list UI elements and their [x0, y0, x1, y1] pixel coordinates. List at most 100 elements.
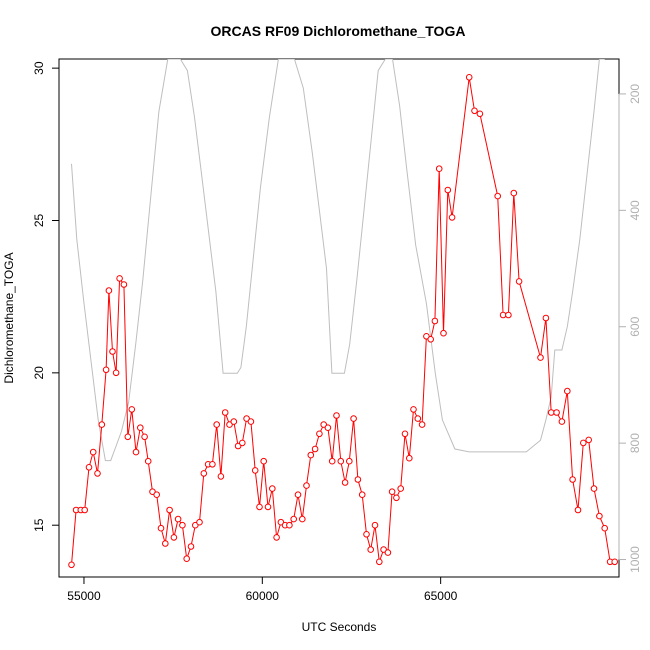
data-point	[174, 515, 182, 523]
data-point	[431, 317, 439, 325]
data-point	[157, 524, 165, 532]
data-point	[418, 421, 426, 428]
data-point	[553, 409, 560, 416]
data-point	[611, 558, 619, 566]
data-point	[406, 454, 413, 462]
data-point	[590, 485, 598, 492]
data-point	[286, 521, 293, 529]
data-point	[410, 406, 417, 413]
data-point	[162, 540, 169, 547]
data-point	[358, 491, 366, 499]
data-point	[401, 430, 409, 438]
data-point	[510, 189, 518, 197]
data-point	[380, 546, 387, 553]
data-point	[393, 494, 400, 502]
data-point	[397, 485, 405, 492]
data-point	[226, 421, 233, 428]
chart-title: ORCAS RF09 Dichloromethane_TOGA	[211, 23, 466, 39]
data-point	[243, 415, 250, 422]
data-point	[137, 424, 144, 432]
data-point	[260, 457, 268, 465]
series-layer	[68, 59, 619, 569]
data-point	[141, 433, 148, 441]
data-point	[179, 521, 186, 529]
data-point	[116, 275, 123, 282]
data-point	[324, 424, 332, 432]
x-tick-label: 60000	[246, 589, 280, 603]
data-point	[264, 503, 272, 511]
data-point	[251, 467, 259, 474]
data-point	[601, 524, 609, 532]
y-tick-label: 20	[32, 366, 46, 380]
data-point	[558, 418, 566, 425]
data-point	[200, 470, 208, 477]
data-point	[105, 287, 113, 294]
data-point	[440, 329, 447, 337]
data-point	[337, 457, 345, 465]
secondary-y-tick-label: 600	[628, 316, 642, 336]
y-tick-label: 25	[32, 213, 46, 227]
data-point	[537, 354, 544, 361]
data-point	[128, 406, 136, 413]
x-tick-label: 65000	[424, 589, 458, 603]
data-point	[384, 549, 392, 556]
data-point	[256, 503, 263, 511]
data-point	[341, 479, 349, 486]
series-line	[71, 77, 615, 565]
data-point	[196, 518, 203, 526]
data-point	[294, 491, 302, 499]
data-point	[307, 451, 315, 459]
data-point	[427, 336, 435, 343]
data-point	[213, 421, 220, 428]
x-axis: 55000 60000 65000	[67, 576, 458, 603]
data-point	[448, 214, 456, 221]
plot-frame	[58, 58, 620, 578]
data-point	[132, 448, 140, 456]
data-point	[471, 107, 478, 115]
y-axis: 15 20 25 30	[32, 61, 60, 532]
data-point	[230, 418, 238, 425]
data-point	[542, 314, 550, 322]
data-point	[94, 470, 101, 477]
data-point	[290, 515, 298, 523]
data-point	[273, 534, 280, 541]
data-point	[170, 534, 178, 541]
data-point	[596, 512, 603, 520]
data-point	[239, 439, 246, 447]
data-point	[269, 485, 276, 492]
data-point	[363, 531, 370, 538]
data-point	[564, 387, 571, 395]
data-point	[346, 457, 353, 465]
data-point	[423, 333, 430, 340]
data-point	[311, 445, 319, 453]
data-point	[247, 418, 255, 425]
data-point	[183, 555, 190, 563]
data-point	[299, 515, 306, 523]
data-point	[98, 421, 106, 428]
data-point	[515, 278, 523, 285]
secondary-series	[71, 59, 605, 462]
data-point	[414, 415, 422, 422]
data-point	[109, 348, 116, 355]
data-point	[388, 488, 396, 496]
data-point	[574, 506, 582, 514]
data-point	[505, 311, 512, 319]
data-point	[569, 476, 576, 483]
data-point	[350, 415, 357, 422]
data-point	[303, 482, 310, 489]
data-point	[328, 457, 336, 465]
data-point	[376, 558, 383, 566]
x-axis-label: UTC Seconds	[302, 620, 377, 634]
secondary-series-line	[71, 59, 605, 462]
secondary-y-tick-label: 800	[628, 433, 642, 453]
data-point	[209, 461, 216, 468]
data-point	[435, 165, 443, 172]
data-point	[120, 281, 128, 288]
primary-series	[68, 74, 619, 569]
data-point	[112, 369, 120, 377]
data-point	[371, 521, 379, 529]
secondary-y-tick-label: 400	[628, 200, 642, 220]
data-point	[102, 366, 110, 374]
data-point	[476, 110, 484, 118]
data-point	[187, 543, 195, 550]
